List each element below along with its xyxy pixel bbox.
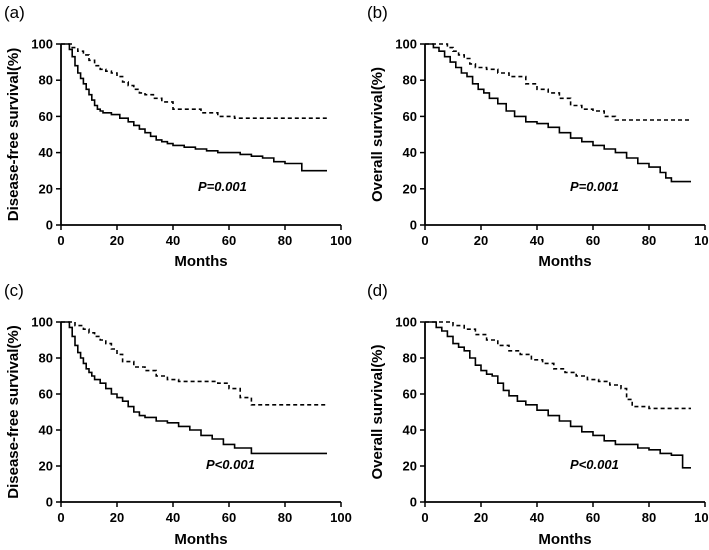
x-tick-label: 40 xyxy=(166,510,180,525)
panel-label: (c) xyxy=(4,281,24,300)
y-tick-label: 80 xyxy=(403,73,417,88)
x-tick-label: 20 xyxy=(474,510,488,525)
y-tick-label: 60 xyxy=(403,109,417,124)
x-tick-label: 60 xyxy=(222,510,236,525)
survival-curve-dashed xyxy=(425,321,691,410)
panel-label: (a) xyxy=(4,3,25,22)
x-tick-label: 100 xyxy=(330,510,352,525)
x-tick-label: 40 xyxy=(530,510,544,525)
y-tick-label: 20 xyxy=(403,181,417,196)
x-tick-label: 60 xyxy=(586,510,600,525)
y-tick-label: 20 xyxy=(39,459,53,474)
y-tick-label: 0 xyxy=(46,218,53,233)
x-axis-title: Months xyxy=(538,253,591,270)
chart-panel-a: (a) 0 20 40 60 80 100 0 20 40 60 80 100 Months Disease… xyxy=(4,3,352,270)
y-axis-title: Disease-free survival(%) xyxy=(5,325,22,498)
p-value-annotation: P<0.001 xyxy=(570,457,619,472)
chart-panel-d: (d) 0 20 40 60 80 100 0 20 40 60 80 100 Months Overall… xyxy=(367,281,709,548)
chart-panel-b: (b) 0 20 40 60 80 100 0 20 40 60 80 100 Months Overall… xyxy=(367,3,709,270)
y-axis-title: Overall survival(%) xyxy=(369,344,386,479)
y-tick-label: 60 xyxy=(403,387,417,402)
y-tick-label: 100 xyxy=(31,315,53,330)
panel-label: (b) xyxy=(367,3,388,22)
x-tick-label: 80 xyxy=(642,510,656,525)
x-tick-label: 0 xyxy=(57,233,64,248)
x-tick-label: 20 xyxy=(474,233,488,248)
survival-curve-dashed xyxy=(425,43,691,121)
chart-panel-c: (c) 0 20 40 60 80 100 0 20 40 60 80 100 Months Disease… xyxy=(4,281,352,548)
x-axis-title: Months xyxy=(174,253,227,270)
x-tick-label: 100 xyxy=(330,233,352,248)
x-tick-label: 100 xyxy=(694,510,709,525)
y-tick-label: 80 xyxy=(39,73,53,88)
p-value-annotation: P<0.001 xyxy=(206,457,255,472)
survival-curve-solid xyxy=(425,321,691,469)
y-tick-label: 40 xyxy=(39,423,53,438)
x-tick-label: 0 xyxy=(57,510,64,525)
y-tick-label: 100 xyxy=(31,37,53,52)
x-tick-label: 40 xyxy=(166,233,180,248)
x-tick-label: 0 xyxy=(421,233,428,248)
x-tick-label: 80 xyxy=(278,233,292,248)
x-tick-label: 20 xyxy=(110,510,124,525)
y-tick-label: 0 xyxy=(410,218,417,233)
y-tick-label: 60 xyxy=(39,387,53,402)
y-tick-label: 100 xyxy=(395,315,417,330)
x-axis-title: Months xyxy=(538,531,591,548)
y-tick-label: 20 xyxy=(39,181,53,196)
x-tick-label: 60 xyxy=(586,233,600,248)
y-tick-label: 20 xyxy=(403,459,417,474)
survival-curve-solid xyxy=(61,43,327,172)
x-tick-label: 0 xyxy=(421,510,428,525)
y-tick-label: 0 xyxy=(46,495,53,510)
survival-curve-solid xyxy=(425,43,691,183)
y-tick-label: 80 xyxy=(403,351,417,366)
y-axis-title: Disease-free survival(%) xyxy=(5,48,22,221)
x-axis-title: Months xyxy=(174,531,227,548)
x-tick-label: 80 xyxy=(642,233,656,248)
y-tick-label: 40 xyxy=(39,145,53,160)
p-value-annotation: P=0.001 xyxy=(198,179,247,194)
y-tick-label: 80 xyxy=(39,351,53,366)
panel-label: (d) xyxy=(367,281,388,300)
y-tick-label: 0 xyxy=(410,495,417,510)
y-tick-label: 40 xyxy=(403,145,417,160)
y-axis-title: Overall survival(%) xyxy=(369,67,386,202)
x-tick-label: 60 xyxy=(222,233,236,248)
x-tick-label: 100 xyxy=(694,233,709,248)
x-tick-label: 80 xyxy=(278,510,292,525)
survival-curve-solid xyxy=(61,321,327,455)
survival-curve-dashed xyxy=(61,321,327,406)
y-tick-label: 40 xyxy=(403,423,417,438)
y-tick-label: 60 xyxy=(39,109,53,124)
y-tick-label: 100 xyxy=(395,37,417,52)
survival-curve-dashed xyxy=(61,43,327,119)
p-value-annotation: P=0.001 xyxy=(570,179,619,194)
x-tick-label: 20 xyxy=(110,233,124,248)
x-tick-label: 40 xyxy=(530,233,544,248)
